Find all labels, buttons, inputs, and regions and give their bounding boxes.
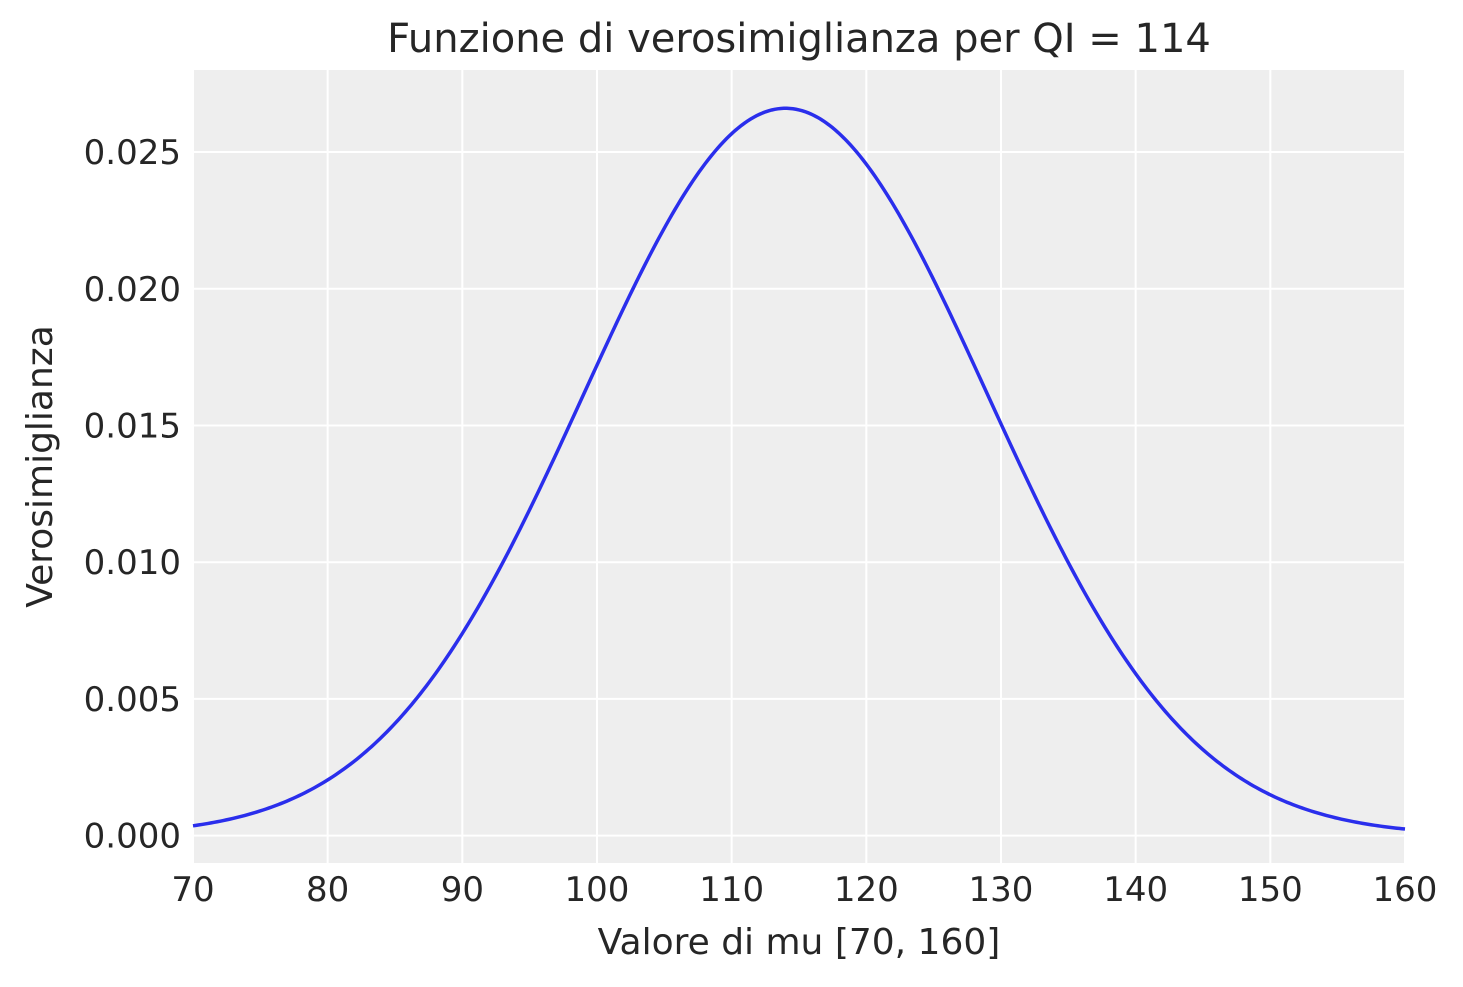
y-tick-label: 0.000 xyxy=(84,817,181,857)
x-tick-label: 80 xyxy=(306,870,349,910)
y-tick-label: 0.005 xyxy=(84,680,181,720)
x-tick-label: 130 xyxy=(969,870,1034,910)
x-axis-label: Valore di mu [70, 160] xyxy=(598,922,1001,963)
x-tick-label: 100 xyxy=(565,870,630,910)
y-tick-label: 0.025 xyxy=(84,133,181,173)
y-axis-label: Verosimiglianza xyxy=(20,325,61,608)
x-tick-label: 70 xyxy=(171,870,214,910)
y-axis-ticks: 0.000 0.005 0.010 0.015 0.020 0.025 xyxy=(84,133,181,857)
x-tick-label: 90 xyxy=(441,870,484,910)
x-tick-label: 150 xyxy=(1238,870,1303,910)
y-tick-label: 0.015 xyxy=(84,406,181,446)
y-tick-label: 0.010 xyxy=(84,543,181,583)
x-tick-label: 120 xyxy=(834,870,899,910)
x-tick-label: 110 xyxy=(699,870,764,910)
x-axis-ticks: 70 80 90 100 110 120 130 140 150 160 xyxy=(171,870,1437,910)
x-tick-label: 160 xyxy=(1373,870,1438,910)
likelihood-curve xyxy=(192,106,1406,831)
x-tick-label: 140 xyxy=(1103,870,1168,910)
plot-area xyxy=(193,70,1405,863)
chart-title: Funzione di verosimiglianza per QI = 114 xyxy=(387,16,1211,62)
grid xyxy=(192,70,1406,863)
y-tick-label: 0.020 xyxy=(84,270,181,310)
